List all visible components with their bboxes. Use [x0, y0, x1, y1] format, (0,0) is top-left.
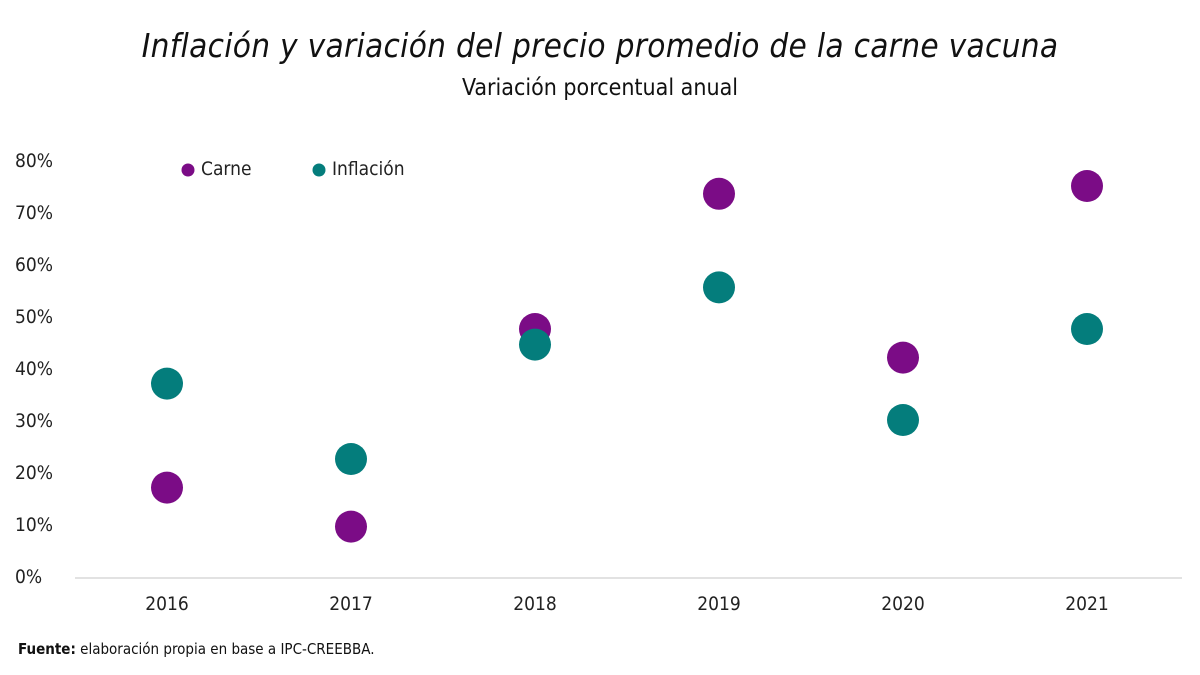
y-tick-label: 0%: [15, 566, 42, 588]
y-tick-label: 80%: [15, 150, 53, 172]
legend-marker-carne: [181, 163, 195, 177]
x-tick-label: 2020: [881, 593, 925, 615]
data-points: [151, 170, 1103, 543]
chart-title: Inflación y variación del precio promedi…: [141, 26, 1059, 65]
point-inflacion-2018: [519, 328, 551, 361]
point-inflacion-2021: [1071, 313, 1103, 345]
chart-subtitle: Variación porcentual anual: [461, 75, 739, 101]
source-label: Fuente:: [18, 640, 76, 658]
y-tick-label: 10%: [15, 514, 53, 536]
x-tick-label: 2018: [513, 593, 557, 615]
point-carne-2021: [1071, 170, 1103, 202]
x-tick-label: 2021: [1065, 593, 1109, 615]
legend: Carne Inflación: [181, 158, 405, 180]
x-tick-label: 2017: [329, 593, 373, 615]
y-tick-label: 40%: [15, 358, 53, 380]
point-inflacion-2016: [151, 367, 183, 400]
x-tick-label: 2016: [145, 593, 189, 615]
point-inflacion-2020: [887, 404, 919, 436]
legend-label-inflacion: Inflación: [332, 158, 405, 180]
point-carne-2016: [151, 471, 183, 504]
source-text: elaboración propia en base a IPC-CREEBBA…: [80, 640, 375, 658]
y-tick-label: 50%: [15, 306, 53, 328]
point-inflacion-2017: [335, 443, 367, 475]
y-axis: 0% 10% 20% 30% 40% 50% 60% 70% 80%: [15, 150, 53, 588]
y-tick-label: 30%: [15, 410, 53, 432]
y-tick-label: 20%: [15, 462, 53, 484]
x-tick-label: 2019: [697, 593, 741, 615]
source-note: Fuente: elaboración propia en base a IPC…: [18, 640, 374, 658]
point-carne-2020: [887, 341, 919, 374]
x-axis: 2016 2017 2018 2019 2020 2021: [145, 593, 1109, 615]
legend-marker-inflacion: [312, 163, 326, 177]
y-tick-label: 70%: [15, 202, 53, 224]
point-inflacion-2019: [703, 271, 735, 304]
point-carne-2019: [703, 177, 735, 210]
y-tick-label: 60%: [15, 254, 53, 276]
point-carne-2017: [335, 510, 367, 543]
legend-label-carne: Carne: [201, 158, 251, 180]
